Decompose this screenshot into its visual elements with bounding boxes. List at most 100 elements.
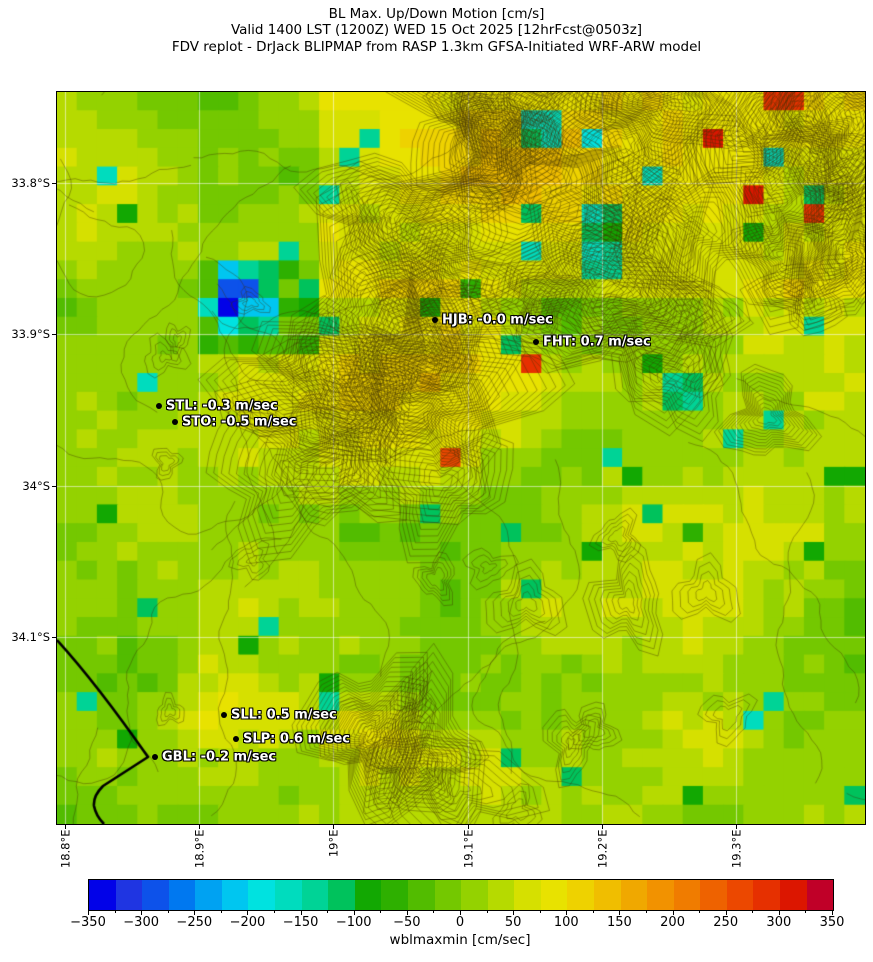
colorbar-tick-label: 150	[607, 915, 632, 930]
lat-tick	[52, 334, 56, 335]
lon-tick	[468, 825, 469, 829]
lat-tick-label: 33.8°S	[11, 176, 50, 190]
colorbar-color-block	[620, 880, 648, 910]
colorbar-minor-tick	[114, 910, 116, 913]
colorbar-minor-tick	[433, 910, 435, 913]
colorbar-minor-tick	[539, 910, 541, 913]
lon-tick	[199, 825, 200, 829]
lon-tick	[736, 825, 737, 829]
station-marker-dot	[233, 736, 239, 742]
station-marker-dot	[156, 403, 162, 409]
colorbar-tick	[194, 910, 196, 915]
station-marker-dot	[221, 712, 227, 718]
station-marker-dot	[152, 754, 158, 760]
lon-tick	[65, 825, 66, 829]
lon-tick-label: 19°E	[326, 829, 341, 858]
colorbar-color-block	[248, 880, 276, 910]
colorbar-tick	[672, 910, 674, 915]
colorbar-color-block	[195, 880, 222, 910]
colorbar-tick	[513, 910, 515, 915]
colorbar-tick-label: 350	[819, 915, 845, 930]
colorbar-color-block	[275, 880, 302, 910]
colorbar-color-block	[567, 880, 594, 910]
lat-tick	[52, 183, 56, 184]
colorbar-tick-label: −300	[123, 915, 159, 930]
colorbar-minor-tick	[752, 910, 754, 913]
colorbar-tick-label: 100	[553, 915, 579, 930]
colorbar-color-block	[461, 880, 488, 910]
colorbar-minor-tick	[167, 910, 169, 913]
colorbar-color-block	[780, 880, 807, 910]
colorbar-color-block	[407, 880, 435, 910]
colorbar-color-block	[115, 880, 143, 910]
colorbar-color-block	[700, 880, 727, 910]
colorbar-color-block	[434, 880, 462, 910]
colorbar-minor-tick	[327, 910, 329, 913]
colorbar-color-block	[593, 880, 621, 910]
figure-titles: BL Max. Up/Down Motion [cm/s] Valid 1400…	[0, 6, 873, 55]
station-label: HJB: -0.0 m/sec	[442, 312, 553, 328]
colorbar-minor-tick	[592, 910, 594, 913]
colorbar-tick	[141, 910, 143, 915]
colorbar-color-block	[647, 880, 674, 910]
station-marker-dot	[432, 317, 438, 323]
colorbar-tick	[247, 910, 249, 915]
station-label: FHT: 0.7 m/sec	[543, 334, 651, 350]
colorbar-color-block	[381, 880, 408, 910]
map-plot-area	[56, 91, 866, 825]
lat-tick-label: 34.1°S	[11, 630, 50, 644]
colorbar-color-block	[673, 880, 701, 910]
colorbar-minor-tick	[220, 910, 222, 913]
colorbar-color-block	[806, 880, 834, 910]
lon-tick-label: 18.9°E	[192, 829, 207, 869]
colorbar-tick-label: 250	[713, 915, 739, 930]
colorbar-color-block	[540, 880, 568, 910]
colorbar-axis-label: wblmaxmin [cm/sec]	[389, 932, 531, 948]
colorbar-color-block	[753, 880, 781, 910]
colorbar-color-block	[354, 880, 382, 910]
colorbar-tick-label: 50	[504, 915, 522, 930]
lon-tick-label: 19.2°E	[595, 829, 610, 869]
colorbar-tick-label: 300	[766, 915, 792, 930]
lon-tick-label: 19.3°E	[729, 829, 744, 869]
colorbar-minor-tick	[380, 910, 382, 913]
station-marker-dot	[172, 419, 178, 425]
colorbar-tick	[832, 910, 833, 915]
colorbar-tick	[353, 910, 355, 915]
station-label: SLP: 0.6 m/sec	[243, 731, 351, 747]
colorbar-color-block	[142, 880, 169, 910]
colorbar-tick-label: −200	[229, 915, 266, 930]
colorbar-tick-label: 0	[455, 915, 465, 930]
map-terrain-canvas	[57, 92, 865, 824]
colorbar-minor-tick	[274, 910, 275, 913]
lon-tick	[333, 825, 334, 829]
station-label: STO: -0.5 m/sec	[182, 414, 297, 430]
lat-tick	[52, 637, 56, 638]
station-label: STL: -0.3 m/sec	[166, 398, 278, 414]
colorbar-color-block	[514, 880, 541, 910]
colorbar-tick-label: −150	[282, 915, 319, 930]
colorbar-tick-label: −250	[176, 915, 213, 930]
colorbar-tick	[406, 910, 408, 915]
lon-tick	[602, 825, 603, 829]
lat-tick-label: 33.9°S	[11, 327, 50, 341]
colorbar-minor-tick	[486, 910, 488, 913]
station-label: SLL: 0.5 m/sec	[231, 707, 337, 723]
colorbar-color-block	[89, 880, 116, 910]
colorbar-tick-label: −350	[70, 915, 106, 930]
colorbar-tick	[300, 910, 302, 915]
lat-tick-label: 34°S	[22, 479, 50, 493]
lon-tick-label: 19.1°E	[461, 829, 476, 869]
map-title-line2: Valid 1400 LST (1200Z) WED 15 Oct 2025 […	[230, 22, 643, 39]
colorbar-color-block	[168, 880, 196, 910]
map-title-line1: BL Max. Up/Down Motion [cm/s]	[328, 6, 545, 22]
colorbar	[88, 879, 834, 911]
colorbar-color-block	[221, 880, 249, 910]
colorbar-tick	[778, 910, 780, 915]
colorbar-tick	[88, 910, 89, 915]
station-marker-dot	[533, 339, 539, 345]
colorbar-color-block	[328, 880, 355, 910]
colorbar-minor-tick	[699, 910, 701, 913]
colorbar-color-block	[301, 880, 329, 910]
